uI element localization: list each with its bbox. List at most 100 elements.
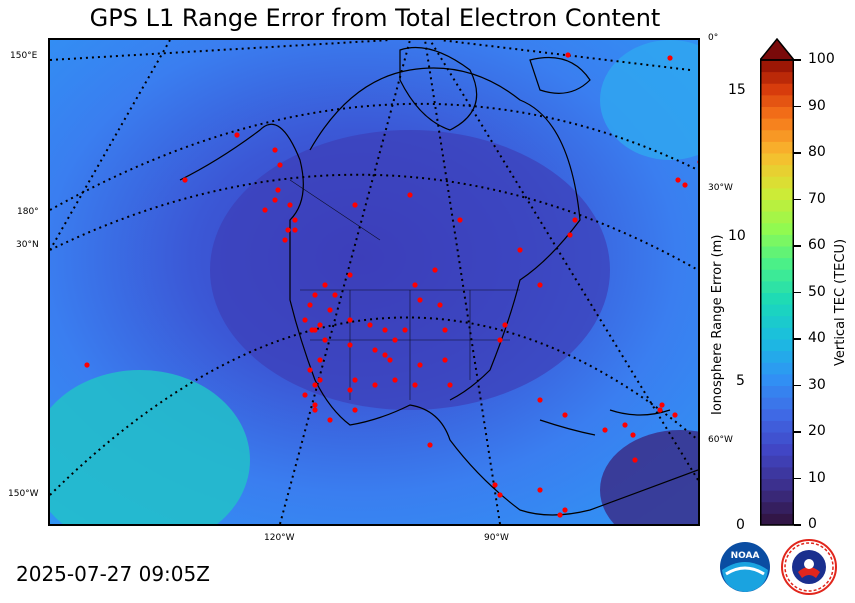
tec-tick: 70 xyxy=(808,190,826,207)
tec-tick: 30 xyxy=(808,376,826,393)
colorbar-band xyxy=(761,420,793,433)
noaa-logo: NOAA xyxy=(720,542,770,592)
tec-map-graphic xyxy=(50,40,698,524)
colorbar-band xyxy=(761,83,793,96)
station-marker xyxy=(317,322,323,328)
colorbar-band xyxy=(761,373,793,386)
colorbar-band xyxy=(761,501,793,514)
borders xyxy=(289,179,520,400)
tec-tick-mark xyxy=(794,524,801,526)
station-marker xyxy=(387,357,393,363)
tec-contour-ne xyxy=(600,40,698,160)
tec-colorbar xyxy=(760,38,794,526)
graticule-label-150e: 150°E xyxy=(10,51,38,61)
station-marker xyxy=(412,382,418,388)
station-marker xyxy=(312,402,318,408)
station-marker xyxy=(562,507,568,513)
station-marker xyxy=(275,187,281,193)
station-marker xyxy=(572,217,578,223)
colorbar-band xyxy=(761,362,793,375)
tec-tick-mark xyxy=(794,477,801,479)
station-marker xyxy=(697,160,698,164)
graticule-label-30n: 30°N xyxy=(16,240,39,250)
station-marker xyxy=(557,512,563,518)
station-marker xyxy=(367,322,373,328)
colorbar-band xyxy=(761,106,793,119)
station-marker xyxy=(417,297,423,303)
colorbar-band xyxy=(761,234,793,247)
station-marker xyxy=(537,487,543,493)
station-marker xyxy=(312,407,318,413)
colorbar-band xyxy=(761,478,793,491)
tec-tick-mark xyxy=(794,198,801,200)
colorbar-band xyxy=(761,443,793,456)
colorbar-band xyxy=(761,246,793,259)
station-marker xyxy=(282,237,288,243)
colorbar-band xyxy=(761,455,793,468)
colorbar-band xyxy=(761,164,793,177)
range-tick: 0 xyxy=(736,517,745,533)
station-marker xyxy=(622,422,628,428)
tec-map xyxy=(48,38,700,526)
station-marker xyxy=(402,327,408,333)
tec-tick: 100 xyxy=(808,51,835,67)
tec-tick-mark xyxy=(794,105,801,107)
tec-tick: 40 xyxy=(808,330,826,346)
station-marker xyxy=(602,427,608,433)
station-marker xyxy=(667,55,673,61)
graticule-label-0: 0° xyxy=(708,33,719,43)
station-marker xyxy=(675,177,681,183)
station-marker xyxy=(632,457,638,463)
colorbar-band xyxy=(761,385,793,398)
tec-tick-mark xyxy=(794,291,801,293)
station-marker xyxy=(497,492,503,498)
station-marker xyxy=(234,132,240,138)
tec-tick: 60 xyxy=(808,237,826,253)
station-marker xyxy=(312,382,318,388)
colorbar-band xyxy=(761,60,793,73)
station-marker xyxy=(307,302,313,308)
station-marker xyxy=(567,232,573,238)
station-marker xyxy=(312,292,318,298)
station-marker xyxy=(317,357,323,363)
station-marker xyxy=(382,352,388,358)
station-marker xyxy=(317,377,323,383)
station-marker xyxy=(322,282,328,288)
station-marker xyxy=(562,412,568,418)
tec-tick-mark xyxy=(794,152,801,154)
station-marker xyxy=(312,327,318,333)
colorbar-band xyxy=(761,187,793,200)
graticule-label-60w: 60°W xyxy=(708,435,733,445)
colorbar-band xyxy=(761,269,793,282)
colorbar-band xyxy=(761,153,793,166)
tec-tick-mark xyxy=(794,384,801,386)
tec-contour-southeast xyxy=(600,430,698,524)
colorbar-band xyxy=(761,176,793,189)
noaa-logo-text: NOAA xyxy=(731,551,760,561)
station-marker xyxy=(262,207,268,213)
tec-axis-label: Vertical TEC (TECU) xyxy=(833,238,848,366)
station-marker xyxy=(182,177,188,183)
colorbar-band xyxy=(761,304,793,317)
graticule-label-150w: 150°W xyxy=(8,489,39,499)
station-marker xyxy=(447,382,453,388)
colorbar-band xyxy=(761,339,793,352)
station-marker xyxy=(417,362,423,368)
colorbar-band xyxy=(761,315,793,328)
station-markers xyxy=(84,52,698,518)
colorbar-band xyxy=(761,350,793,363)
colorbar-band xyxy=(761,199,793,212)
station-marker xyxy=(432,267,438,273)
colorbar-band xyxy=(761,71,793,84)
station-marker xyxy=(277,162,283,168)
station-marker xyxy=(492,482,498,488)
station-marker xyxy=(392,377,398,383)
station-marker xyxy=(407,192,413,198)
station-marker xyxy=(427,442,433,448)
colorbar-band xyxy=(761,280,793,293)
colorbar-band xyxy=(761,397,793,410)
station-marker xyxy=(292,217,298,223)
station-marker xyxy=(272,147,278,153)
station-marker xyxy=(412,282,418,288)
range-axis-label: Ionosphere Range Error (m) xyxy=(710,234,725,415)
